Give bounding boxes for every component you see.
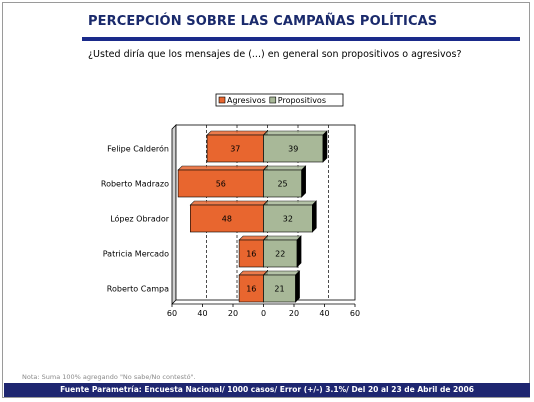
bar-propositivos-0-top: [262, 130, 328, 136]
title-underline: [82, 37, 520, 41]
bar-propositivos-4-front: [263, 274, 296, 303]
data-label-agresivos: 37: [230, 145, 240, 154]
data-label-propositivos: 39: [288, 145, 298, 154]
data-label-propositivos: 21: [274, 285, 284, 294]
bar-agresivos-3-top: [238, 235, 269, 241]
footnote: Nota: Suma 100% agregando "No sabe/No co…: [22, 373, 196, 381]
data-label-agresivos: 56: [216, 180, 226, 189]
data-label-agresivos: 16: [246, 250, 256, 259]
bar-propositivos-1: [262, 165, 307, 198]
bar-propositivos-3-side: [296, 235, 302, 268]
bar-agresivos-4-top: [238, 270, 269, 276]
bar-propositivos-2-side: [311, 200, 317, 233]
bar-propositivos-3-front: [263, 239, 298, 268]
category-label: Patricia Mercado: [103, 250, 169, 259]
bar-propositivos-3-top: [262, 235, 302, 241]
bar-propositivos-2-top: [262, 200, 318, 206]
x-tick-label: 40: [197, 309, 207, 318]
bar-propositivos-0-side: [322, 130, 328, 163]
data-label-propositivos: 25: [277, 180, 287, 189]
legend-label: Agresivos: [227, 96, 266, 105]
x-tick-label: 0: [261, 309, 266, 318]
x-tick-label: 60: [350, 309, 360, 318]
category-label: Roberto Madrazo: [101, 180, 169, 189]
source-footer: Fuente Parametría: Encuesta Nacional/ 10…: [4, 383, 530, 397]
plot-side-wall: [171, 124, 177, 305]
plot-area: 60 40 20 0 20 40 60 37 39 Felipe Calderón 56 25 Robe…: [101, 124, 360, 318]
legend-box: [215, 93, 344, 107]
bar-propositivos-1-top: [262, 165, 307, 171]
page-title: PERCEPCIÓN SOBRE LAS CAMPAÑAS POLÍTICAS: [88, 14, 438, 29]
bar-propositivos-4-side: [295, 270, 300, 303]
x-tick-label: 60: [167, 309, 177, 318]
bar-propositivos-1-side: [301, 165, 306, 198]
bar-propositivos-4-top: [262, 270, 301, 276]
bar-propositivos-2: [262, 200, 318, 233]
data-label-agresivos: 16: [246, 285, 256, 294]
x-tick-label: 20: [289, 309, 299, 318]
category-label: Roberto Campa: [107, 285, 169, 294]
bar-agresivos-1-top: [177, 165, 269, 171]
bar-propositivos-0-front: [263, 134, 324, 163]
category-label: López Obrador: [110, 214, 169, 224]
data-label-propositivos: 32: [283, 215, 293, 224]
bar-propositivos-3: [262, 235, 302, 268]
bar-agresivos-0-front: [206, 134, 264, 163]
x-tick-label: 40: [319, 309, 329, 318]
category-label: Felipe Calderón: [107, 144, 169, 154]
bar-propositivos-2-front: [263, 204, 313, 233]
bar-agresivos-1-front: [177, 169, 264, 198]
chart-legend: Agresivos Propositivos: [215, 93, 344, 107]
bar-propositivos-4: [262, 270, 301, 303]
bar-agresivos-0-top: [206, 130, 269, 136]
bar-propositivos-1-front: [263, 169, 302, 198]
bar-propositivos-0: [262, 130, 328, 163]
x-tick-label: 20: [228, 309, 238, 318]
legend-label: Propositivos: [278, 96, 326, 105]
legend-swatch-0: [218, 96, 226, 104]
data-label-agresivos: 48: [222, 215, 232, 224]
legend-swatch-1: [269, 96, 277, 104]
bar-agresivos-0: [206, 130, 269, 163]
survey-question: ¿Usted diría que los mensajes de (...) e…: [88, 49, 462, 60]
bar-agresivos-3-front: [238, 239, 264, 268]
data-label-propositivos: 22: [275, 250, 285, 259]
bar-agresivos-2-top: [189, 200, 269, 206]
